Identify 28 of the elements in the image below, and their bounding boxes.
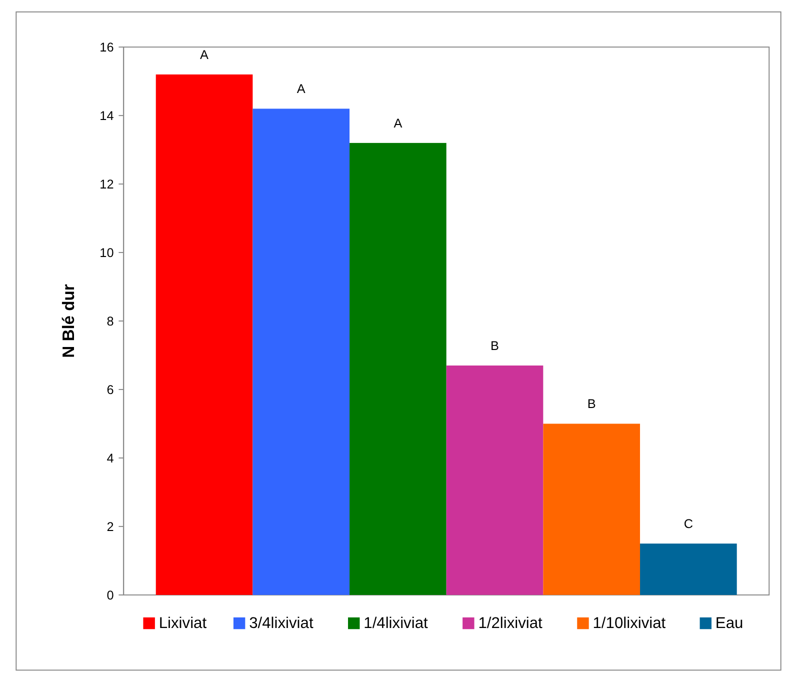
y-tick-label: 2 bbox=[106, 520, 114, 534]
data-label: A bbox=[296, 82, 306, 96]
data-label: C bbox=[684, 516, 694, 531]
y-tick-label: 14 bbox=[100, 108, 114, 123]
bar bbox=[543, 424, 640, 595]
bar bbox=[640, 544, 737, 595]
bar bbox=[446, 366, 544, 595]
data-label: A bbox=[200, 48, 210, 62]
bar bbox=[252, 108, 350, 595]
y-tick-label: 12 bbox=[100, 177, 114, 192]
y-axis-title: N Blé dur bbox=[58, 284, 78, 358]
y-tick-label: 4 bbox=[106, 451, 114, 466]
legend-label: Eau bbox=[715, 615, 744, 632]
legend-label: 1/4lixiviat bbox=[364, 615, 428, 632]
data-label: B bbox=[490, 338, 500, 353]
legend-label: Lixiviat bbox=[158, 615, 208, 632]
legend-label: 1/2lixiviat bbox=[478, 615, 544, 632]
y-tick-label: 0 bbox=[106, 588, 114, 602]
data-label: A bbox=[394, 116, 403, 130]
legend-label: 3/4lixiviat bbox=[249, 615, 314, 632]
y-tick-label: 6 bbox=[106, 382, 114, 397]
data-label: B bbox=[587, 397, 596, 412]
legend-label: 1/10lixiviat bbox=[592, 615, 666, 632]
bar bbox=[350, 142, 446, 595]
y-tick-label: 16 bbox=[100, 40, 114, 55]
y-tick-label: 8 bbox=[106, 314, 114, 328]
bar bbox=[156, 74, 253, 595]
y-tick-label: 10 bbox=[100, 246, 114, 260]
